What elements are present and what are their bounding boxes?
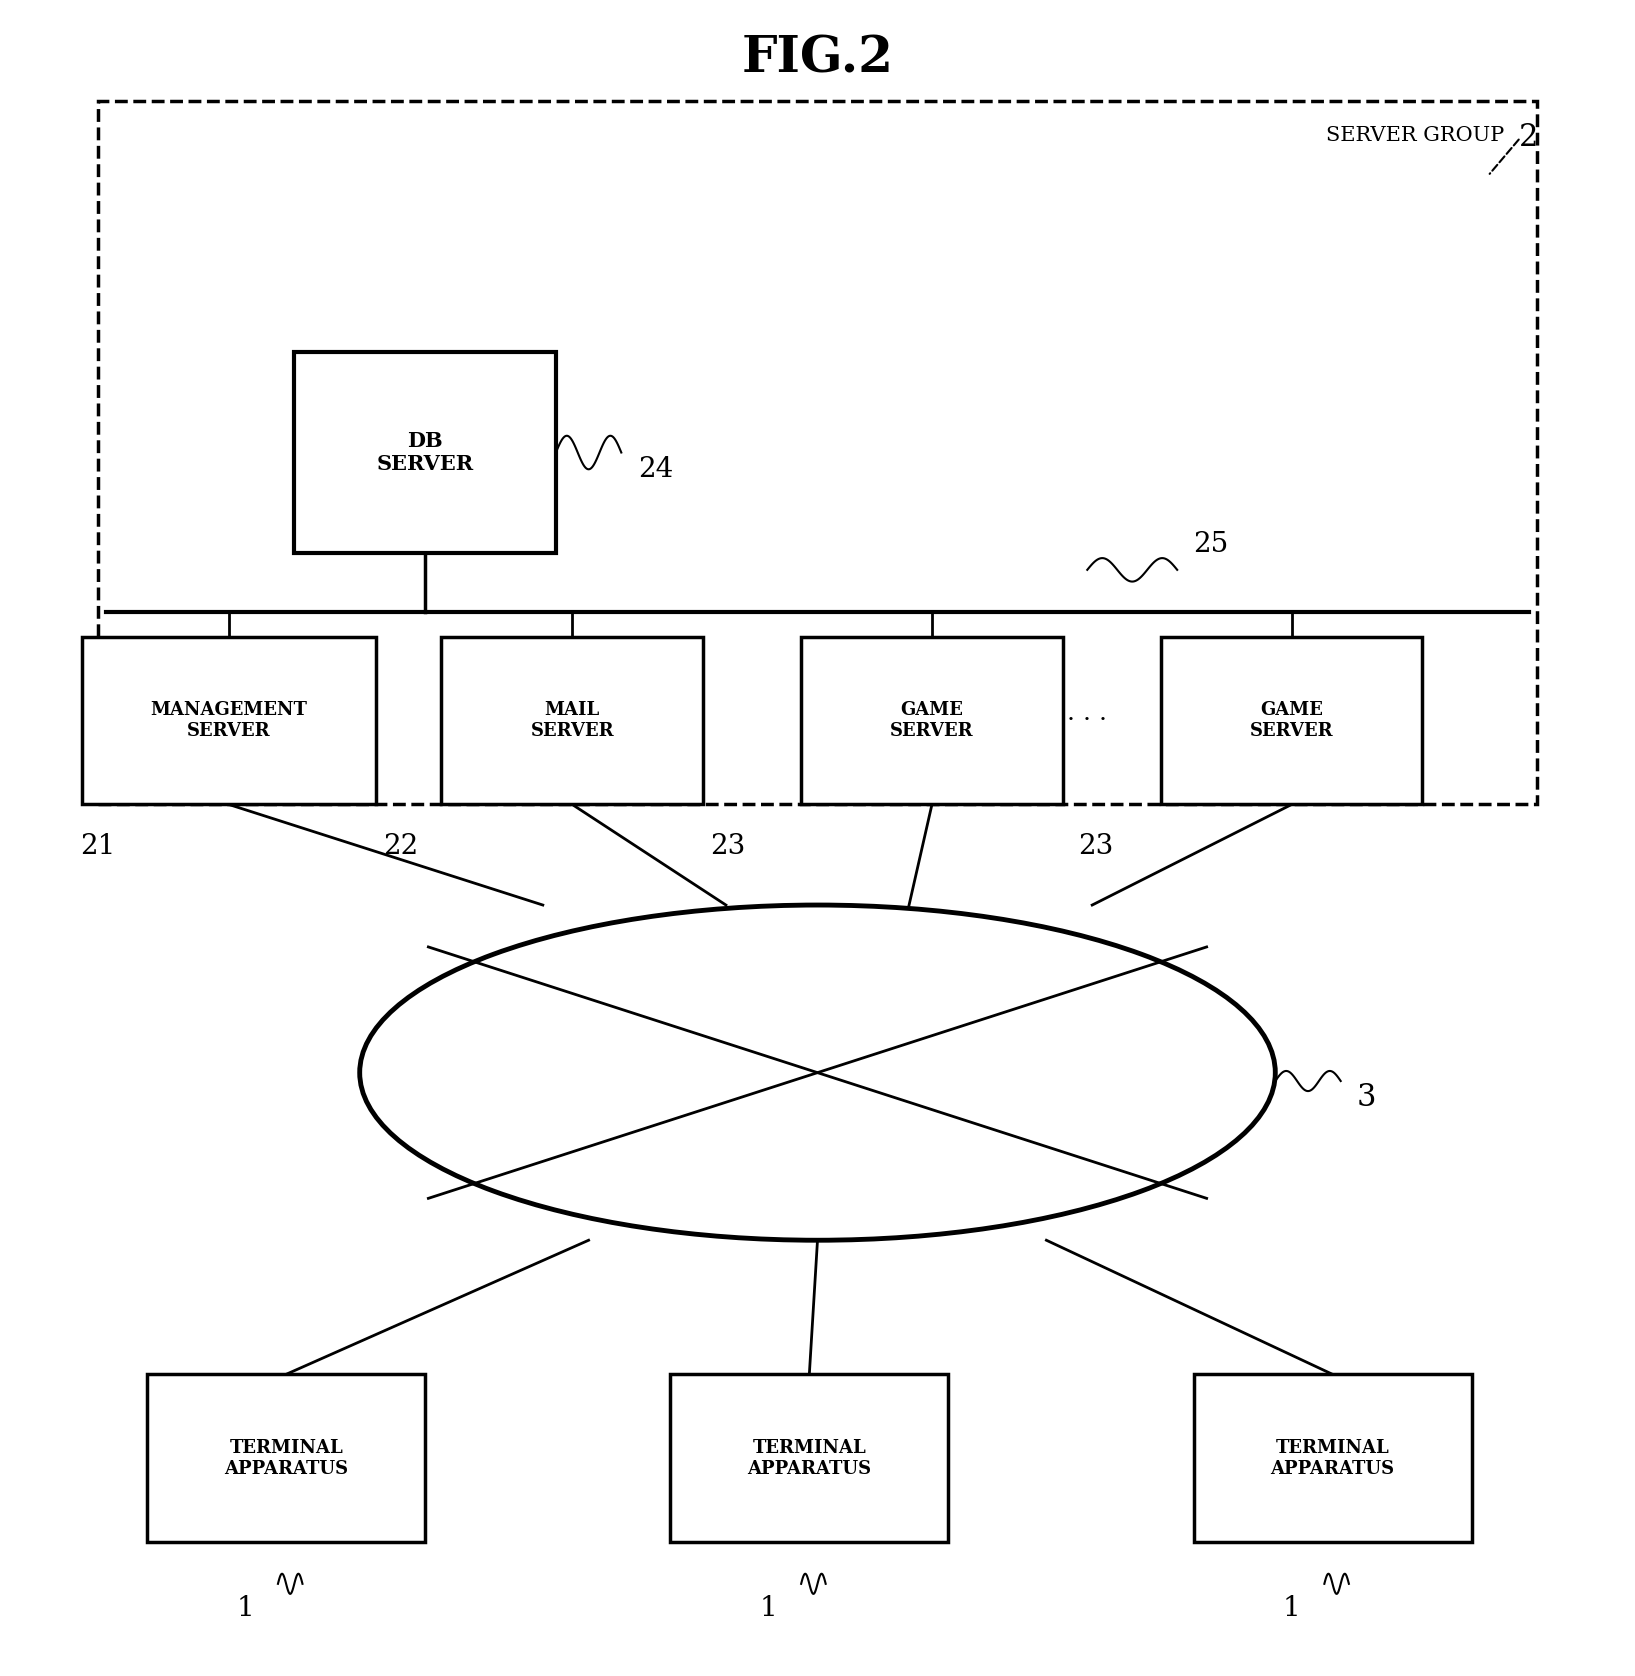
Text: 23: 23: [710, 833, 746, 860]
Text: 23: 23: [1077, 833, 1113, 860]
Text: 2: 2: [1519, 122, 1539, 153]
FancyBboxPatch shape: [82, 637, 376, 804]
Text: 3: 3: [1357, 1083, 1377, 1113]
Text: GAME
SERVER: GAME SERVER: [1249, 701, 1334, 741]
Text: FIG.2: FIG.2: [742, 34, 893, 84]
Text: MANAGEMENT
SERVER: MANAGEMENT SERVER: [150, 701, 307, 741]
Text: MAIL
SERVER: MAIL SERVER: [530, 701, 615, 741]
Text: TERMINAL
APPARATUS: TERMINAL APPARATUS: [224, 1438, 348, 1478]
Text: 21: 21: [80, 833, 116, 860]
Text: · · ·: · · ·: [1068, 709, 1107, 732]
Text: TERMINAL
APPARATUS: TERMINAL APPARATUS: [747, 1438, 871, 1478]
FancyBboxPatch shape: [294, 352, 556, 553]
FancyBboxPatch shape: [441, 637, 703, 804]
Text: GAME
SERVER: GAME SERVER: [889, 701, 974, 741]
Text: DB
SERVER: DB SERVER: [376, 431, 474, 474]
FancyBboxPatch shape: [147, 1374, 425, 1542]
Text: 22: 22: [383, 833, 419, 860]
Text: 24: 24: [638, 456, 674, 483]
Text: 25: 25: [1194, 531, 1230, 558]
Text: 1: 1: [1283, 1596, 1300, 1622]
Text: 1: 1: [237, 1596, 253, 1622]
FancyBboxPatch shape: [1194, 1374, 1472, 1542]
FancyBboxPatch shape: [801, 637, 1063, 804]
FancyBboxPatch shape: [1161, 637, 1422, 804]
Text: SERVER GROUP: SERVER GROUP: [1326, 126, 1504, 144]
Text: TERMINAL
APPARATUS: TERMINAL APPARATUS: [1270, 1438, 1395, 1478]
Text: 1: 1: [760, 1596, 777, 1622]
FancyBboxPatch shape: [98, 101, 1537, 804]
Ellipse shape: [360, 905, 1275, 1240]
FancyBboxPatch shape: [670, 1374, 948, 1542]
